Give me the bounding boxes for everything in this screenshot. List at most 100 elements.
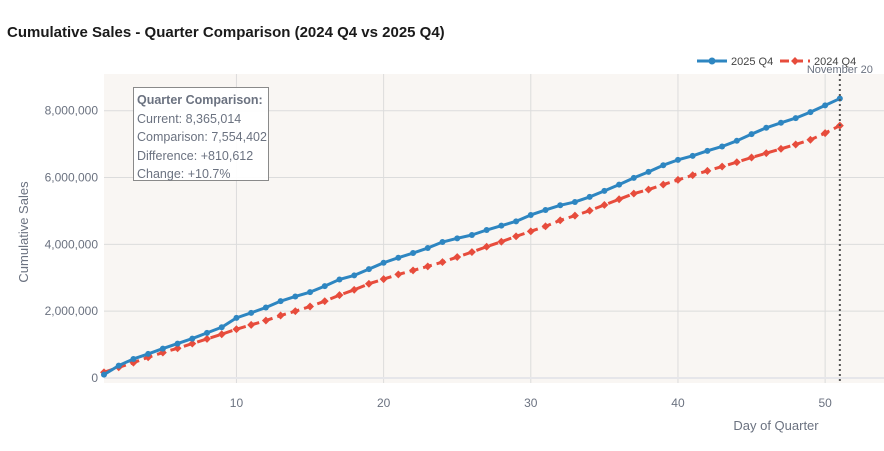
data-point	[410, 250, 417, 257]
legend-label: 2025 Q4	[731, 56, 773, 68]
y-tick-label: 4,000,000	[45, 237, 99, 251]
data-point	[527, 211, 534, 218]
data-point	[570, 211, 579, 220]
data-point	[395, 254, 402, 261]
comparison-tooltip: Quarter Comparison: Current: 8,365,014 C…	[133, 87, 269, 181]
data-point	[409, 266, 418, 275]
data-point	[542, 206, 549, 213]
data-point	[101, 371, 107, 378]
data-point	[321, 283, 328, 290]
data-point	[173, 344, 182, 353]
data-point	[615, 195, 624, 204]
series-line	[103, 124, 841, 374]
data-point	[526, 227, 535, 236]
chart-title: Cumulative Sales - Quarter Comparison (2…	[7, 24, 445, 41]
data-point	[586, 193, 593, 200]
series-current	[101, 95, 843, 378]
data-point	[482, 242, 491, 251]
data-point	[601, 187, 608, 194]
data-point	[718, 162, 727, 171]
x-tick-label: 10	[230, 396, 244, 410]
legend-item-comparison[interactable]: 2024 Q4	[780, 56, 856, 68]
data-point	[336, 276, 343, 283]
data-point	[306, 302, 314, 311]
data-point	[335, 291, 344, 300]
data-point	[807, 109, 814, 116]
data-point	[822, 102, 829, 109]
series-layer	[100, 95, 844, 378]
data-point	[262, 304, 269, 311]
data-point	[380, 259, 387, 266]
data-point	[438, 258, 447, 267]
data-point	[763, 124, 770, 131]
data-point	[467, 248, 476, 257]
data-point	[145, 350, 152, 357]
data-point	[159, 345, 166, 352]
data-point	[439, 239, 446, 246]
data-point	[791, 140, 800, 149]
legend-marker	[708, 57, 716, 65]
data-point	[350, 285, 359, 294]
x-axis-ticks: 10 20 30 40 50	[230, 396, 832, 410]
data-point	[557, 202, 564, 209]
y-tick-label: 8,000,000	[45, 104, 99, 118]
data-point	[379, 275, 388, 284]
data-point	[453, 253, 462, 262]
data-point	[733, 137, 740, 144]
data-point	[276, 311, 285, 320]
tooltip-title: Quarter Comparison:	[137, 93, 263, 107]
tooltip-comparison: Comparison: 7,554,402	[137, 130, 267, 144]
data-point	[748, 131, 755, 138]
data-point	[777, 144, 785, 153]
data-point	[218, 324, 225, 331]
data-point	[320, 297, 329, 306]
data-point	[719, 143, 726, 150]
y-tick-label: 2,000,000	[45, 304, 99, 318]
data-point	[204, 329, 211, 336]
legend-marker	[791, 57, 799, 65]
data-point	[600, 200, 609, 209]
data-point	[174, 340, 181, 347]
data-point	[821, 129, 830, 138]
data-point	[585, 206, 594, 215]
data-point	[233, 314, 240, 321]
data-point	[189, 335, 196, 342]
data-point	[674, 156, 681, 163]
tooltip-current: Current: 8,365,014	[137, 111, 242, 126]
data-point	[217, 330, 226, 339]
legend[interactable]: 2025 Q4 2024 Q4	[697, 56, 856, 68]
y-axis-label: Cumulative Sales	[16, 181, 31, 283]
x-axis-label: Day of Quarter	[733, 418, 819, 433]
data-point	[291, 307, 300, 316]
data-point	[806, 135, 815, 144]
legend-label: 2024 Q4	[814, 56, 856, 68]
data-point	[513, 218, 520, 225]
data-point	[130, 355, 137, 362]
marker-label: November 20	[807, 64, 873, 76]
data-point	[483, 227, 490, 234]
data-point	[732, 158, 741, 167]
data-point	[188, 339, 197, 348]
data-point	[261, 316, 270, 325]
data-point	[777, 119, 784, 126]
data-point	[498, 222, 505, 229]
data-point	[364, 279, 373, 288]
data-point	[351, 272, 358, 279]
data-point	[660, 162, 667, 169]
tooltip-difference: Difference: +810,612	[137, 148, 254, 163]
data-point	[703, 166, 712, 175]
data-point	[704, 147, 711, 154]
data-point	[571, 198, 578, 205]
tooltip-change: Change: +10.7%	[137, 167, 231, 181]
x-tick-label: 40	[671, 396, 685, 410]
data-point	[689, 152, 696, 159]
legend-item-current[interactable]: 2025 Q4	[697, 56, 773, 68]
data-point	[423, 262, 432, 271]
y-axis-ticks: 0 2,000,000 4,000,000 6,000,000 8,000,000	[45, 104, 99, 385]
data-point	[203, 334, 211, 343]
data-point	[645, 168, 652, 175]
data-point	[747, 153, 756, 162]
data-point	[674, 175, 682, 184]
data-point	[616, 181, 623, 188]
